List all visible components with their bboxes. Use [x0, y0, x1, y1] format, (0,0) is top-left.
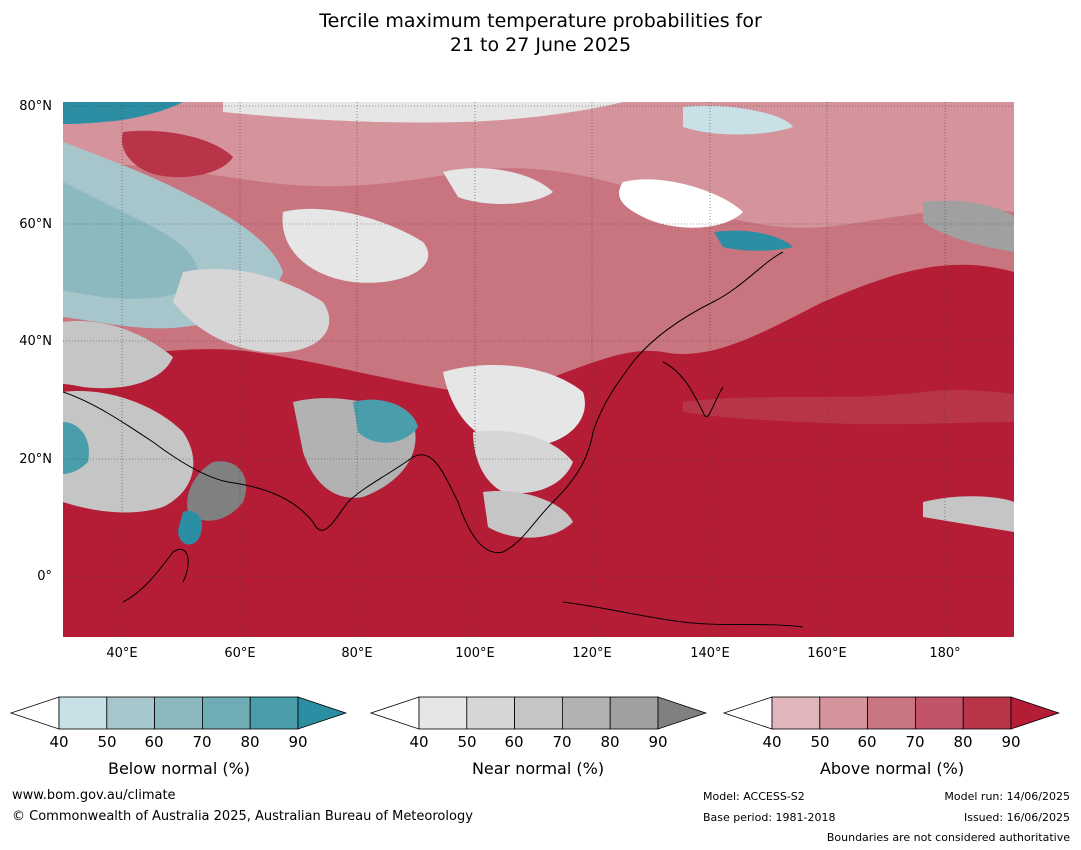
near-normal-label: Near normal (%) [471, 759, 605, 778]
below-tick-50: 50 [97, 733, 117, 751]
lon-label-120e: 120°E [572, 646, 612, 661]
near-colorbar-left-cap [369, 696, 420, 730]
below-colorbar-segment [249, 696, 299, 730]
above-colorbar-right-cap [1010, 696, 1061, 730]
near-tick-90: 90 [648, 733, 668, 751]
map-panel [63, 102, 1014, 637]
below-tick-90: 90 [288, 733, 308, 751]
lon-label-80e: 80°E [341, 646, 373, 661]
issued-text: Issued: 16/06/2025 [963, 811, 1070, 824]
map-title-line2: 21 to 27 June 2025 [449, 34, 632, 56]
below-colorbar-segment [58, 696, 108, 730]
forecast-map [63, 102, 1014, 637]
lon-label-40e: 40°E [106, 646, 138, 661]
above-colorbar-segment [771, 696, 821, 730]
near-colorbar-segment [514, 696, 563, 730]
above-colorbar-segment [915, 696, 964, 730]
colorbars [9, 696, 1061, 730]
above-colorbar-segment [962, 696, 1012, 730]
below-tick-80: 80 [240, 733, 260, 751]
near-colorbar-segment [418, 696, 468, 730]
above-colorbar-left-cap [722, 696, 773, 730]
above-tick-50: 50 [810, 733, 830, 751]
above-tick-90: 90 [1001, 733, 1021, 751]
near-tick-60: 60 [504, 733, 524, 751]
base-period-text: Base period: 1981-2018 [703, 811, 836, 824]
lon-label-60e: 60°E [224, 646, 256, 661]
near-colorbar-segment [609, 696, 659, 730]
near-tick-70: 70 [552, 733, 572, 751]
near-colorbar-right-cap [657, 696, 708, 730]
lat-label-60n: 60°N [19, 217, 52, 232]
lat-label-20n: 20°N [19, 452, 52, 467]
above-tick-70: 70 [905, 733, 925, 751]
below-colorbar-segment [106, 696, 156, 730]
above-tick-80: 80 [953, 733, 973, 751]
near-tick-50: 50 [457, 733, 477, 751]
lon-label-160e: 160°E [807, 646, 847, 661]
near-tick-40: 40 [409, 733, 429, 751]
website-link[interactable]: www.bom.gov.au/climate [12, 788, 176, 803]
lat-label-40n: 40°N [19, 334, 52, 349]
near-colorbar-segment [562, 696, 611, 730]
lon-label-100e: 100°E [455, 646, 495, 661]
copyright-text: © Commonwealth of Australia 2025, Austra… [12, 809, 473, 824]
lat-label-0: 0° [37, 569, 52, 584]
below-tick-70: 70 [192, 733, 212, 751]
below-colorbar-segment [201, 696, 251, 730]
below-colorbar-left-cap [9, 696, 60, 730]
above-tick-40: 40 [762, 733, 782, 751]
above-colorbar-segment [867, 696, 916, 730]
model-run-text: Model run: 14/06/2025 [944, 790, 1070, 803]
lon-label-140e: 140°E [690, 646, 730, 661]
below-normal-label: Below normal (%) [107, 759, 251, 778]
model-text: Model: ACCESS-S2 [703, 790, 805, 803]
above-tick-60: 60 [857, 733, 877, 751]
near-tick-80: 80 [600, 733, 620, 751]
lat-label-80n: 80°N [19, 99, 52, 114]
below-colorbar-right-cap [297, 696, 348, 730]
near-colorbar-segment [466, 696, 515, 730]
below-tick-40: 40 [49, 733, 69, 751]
below-colorbar-segment [154, 696, 203, 730]
above-colorbar-segment [819, 696, 868, 730]
below-tick-60: 60 [144, 733, 164, 751]
above-normal-label: Above normal (%) [819, 759, 965, 778]
disclaimer-text: Boundaries are not considered authoritat… [826, 831, 1070, 844]
lon-label-180: 180° [929, 646, 961, 661]
map-title-line1: Tercile maximum temperature probabilitie… [319, 10, 762, 32]
